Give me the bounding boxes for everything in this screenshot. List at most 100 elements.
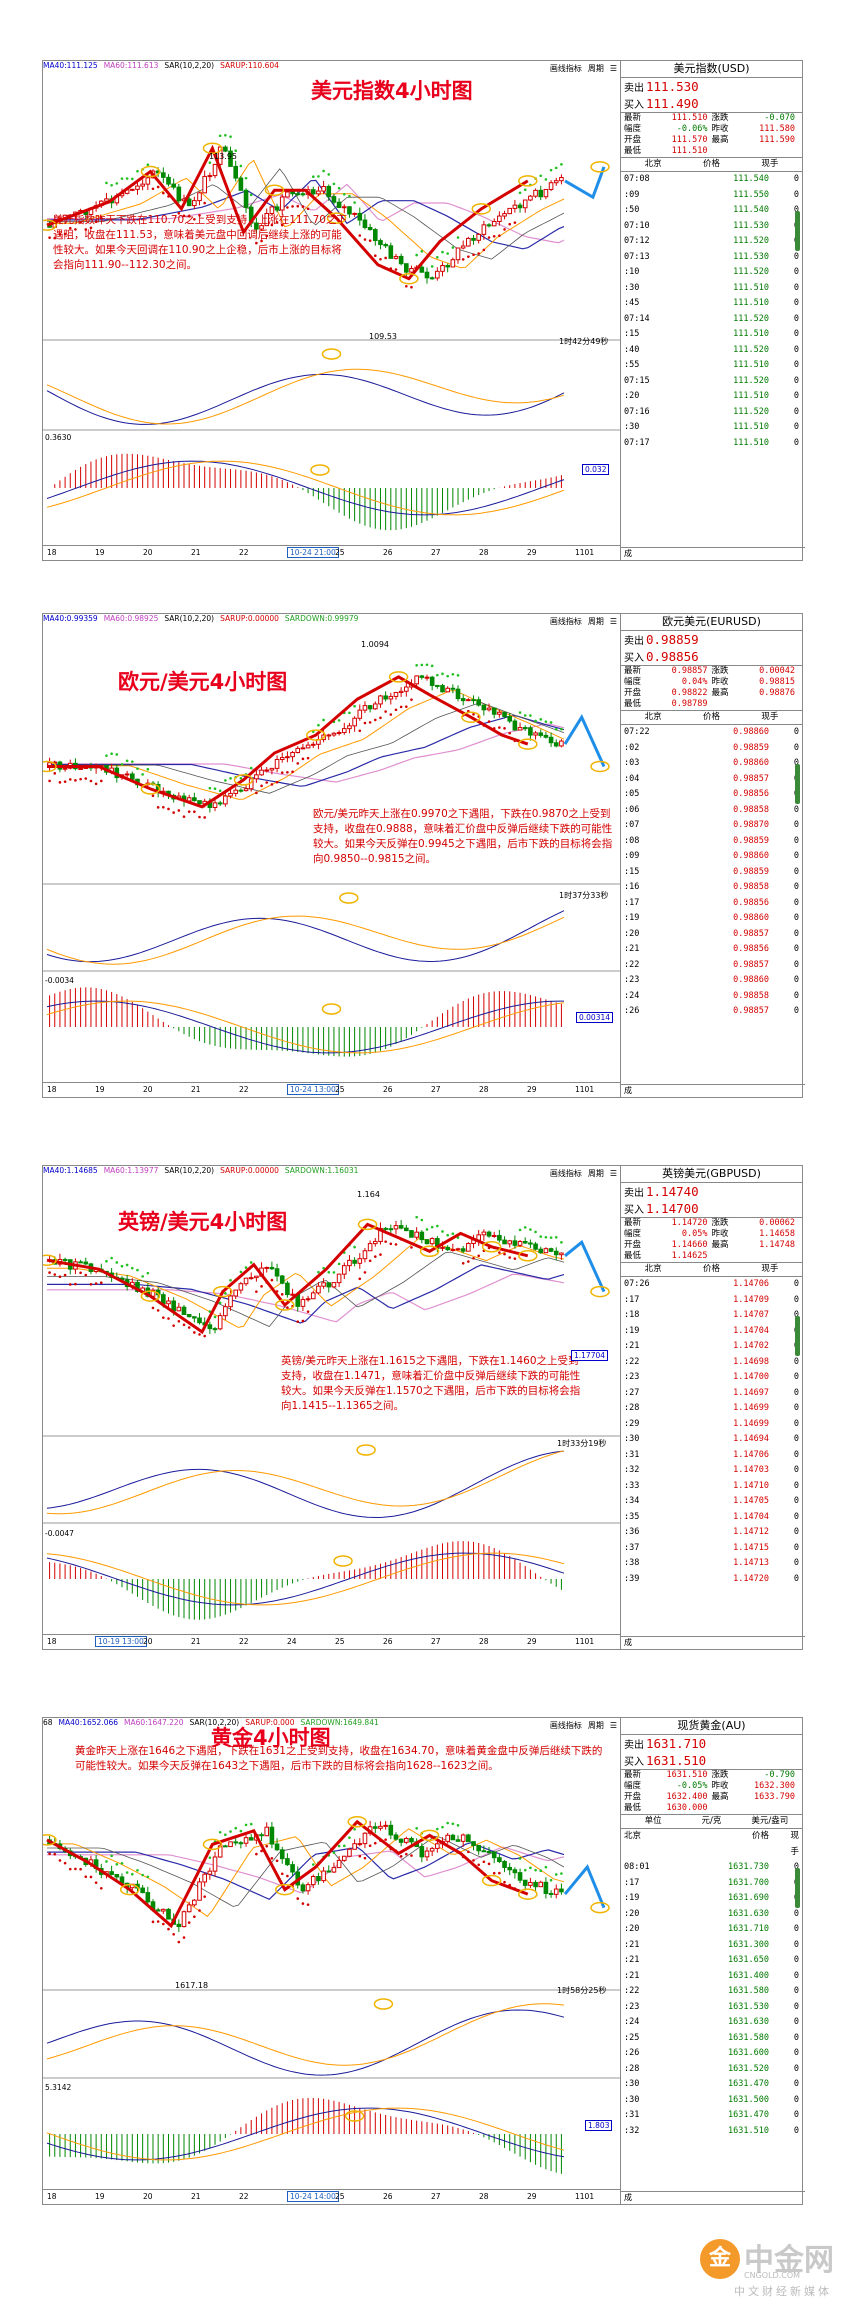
tick-time: 07:15	[624, 375, 650, 386]
pivot-highlight	[461, 711, 481, 723]
candle-body	[186, 1313, 192, 1318]
kline-chart[interactable]: MA40:111.125 MA60:111.613 SAR(10,2,20) SARU…	[43, 61, 621, 560]
sell-price[interactable]: 1631.710	[646, 1736, 707, 1751]
sar-dot	[265, 781, 269, 784]
candle-body	[259, 225, 264, 230]
candle-body	[419, 1846, 425, 1858]
candle-body	[466, 1834, 471, 1843]
tick-row: :45 111.510 0	[621, 296, 802, 312]
macd-dea-line	[46, 1552, 565, 1606]
tick-volume: 0	[793, 2063, 799, 2074]
stat-value	[753, 1251, 799, 1262]
sar-dot	[317, 1270, 320, 1274]
draw-button[interactable]: 画线指标	[549, 64, 582, 73]
sar-dot	[513, 1257, 517, 1260]
trend-line	[46, 144, 529, 281]
tick-volume: 0	[793, 375, 799, 386]
tick-volume: 0	[793, 742, 799, 753]
tick-time: :07	[624, 820, 640, 830]
ma10-line	[47, 1828, 565, 1917]
macd-dif-line	[46, 1000, 564, 1054]
sar-dot	[518, 711, 522, 714]
tick-time: 07:08	[624, 174, 650, 184]
candle-body	[357, 1843, 363, 1846]
sell-price[interactable]: 1.14740	[646, 1184, 699, 1199]
candle-body	[140, 1887, 145, 1894]
tick-time: :32	[624, 1465, 640, 1475]
sar-dot	[436, 1224, 439, 1228]
candle-body	[352, 212, 357, 215]
candle-body	[543, 1881, 549, 1894]
tick-price: 1.14707	[733, 1310, 769, 1320]
pivot-highlight	[481, 1874, 502, 1887]
tick-time: :06	[624, 804, 640, 815]
period-button[interactable]: 周期	[587, 1169, 604, 1178]
buy-label: 买入	[624, 1757, 644, 1768]
period-button[interactable]: 周期	[587, 64, 604, 73]
buy-price[interactable]: 0.98856	[646, 649, 699, 664]
sell-price[interactable]: 0.98859	[646, 632, 699, 647]
sar-dot	[105, 754, 108, 757]
draw-button[interactable]: 画线指标	[549, 617, 582, 626]
kline-chart[interactable]: MA40:1.14685 MA60:1.13977 SAR(10,2,20) SARU…	[43, 1166, 621, 1649]
quote-scrollbar[interactable]	[795, 1868, 800, 1908]
kline-svg	[43, 133, 620, 531]
buy-price[interactable]: 1631.510	[646, 1753, 707, 1768]
sar-dot	[167, 807, 170, 811]
x-tick-label: 10-24 21:00	[287, 547, 339, 558]
tick-row: :02 0.98859 0	[621, 741, 802, 757]
candle-body	[279, 1849, 285, 1860]
tick-price: 111.520	[733, 375, 769, 386]
menu-icon[interactable]: ☰	[609, 64, 617, 73]
tick-volume: 0	[793, 313, 799, 324]
period-button[interactable]: 周期	[587, 1721, 604, 1730]
stat-value: 0.00062	[759, 1218, 795, 1228]
draw-button[interactable]: 画线指标	[549, 1721, 582, 1730]
tick-volume: 0	[793, 1356, 799, 1367]
tick-volume: 0	[793, 959, 799, 970]
sar-dot	[306, 1310, 310, 1313]
tick-row: :20 111.510 0	[621, 389, 802, 405]
sar-dot	[451, 246, 455, 249]
candle-body	[166, 176, 171, 185]
sub-indicator-value: 5.3142	[45, 2083, 72, 2092]
tick-volume: 0	[793, 1465, 799, 1475]
tick-price: 0.98859	[733, 835, 769, 846]
quote-scrollbar[interactable]	[795, 1316, 800, 1356]
menu-icon[interactable]: ☰	[609, 1169, 617, 1178]
sar-dot	[89, 1875, 93, 1879]
menu-icon[interactable]: ☰	[609, 1721, 617, 1730]
chart-toolbar: 画线指标 周期 ☰	[544, 63, 617, 74]
period-button[interactable]: 周期	[587, 617, 604, 626]
tick-time: :18	[624, 1310, 640, 1320]
stat-value: 0.98876	[759, 688, 795, 698]
sell-label: 卖出	[624, 636, 644, 647]
candle-body	[166, 1908, 171, 1920]
buy-label: 买入	[624, 653, 644, 664]
ticks-header-cell: 现手	[761, 1264, 779, 1274]
buy-price[interactable]: 1.14700	[646, 1201, 699, 1216]
indicator-bar: MA40:1.14685 MA60:1.13977 SAR(10,2,20) SARU…	[43, 1166, 364, 1175]
candle-body	[197, 192, 202, 202]
candle-body	[326, 734, 332, 737]
candle-body	[78, 1261, 83, 1264]
kline-chart[interactable]: 68 MA40:1652.066 MA60:1647.220 SAR(10,2,20)…	[43, 1718, 621, 2204]
x-axis: 18 19 20 21 22 10-24 14:00 25 26 27 28 29 1101	[43, 2189, 620, 2204]
low-label: 1617.18	[175, 1981, 209, 1990]
sell-price[interactable]: 111.530	[646, 79, 699, 94]
sar-dot	[131, 760, 134, 763]
draw-button[interactable]: 画线指标	[549, 1169, 582, 1178]
x-tick-label: 28	[479, 548, 489, 557]
sar-dot	[99, 216, 103, 220]
kline-chart[interactable]: MA40:0.99359 MA60:0.98925 SAR(10,2,20) SARU…	[43, 614, 621, 1097]
stats-row: 幅度 0.05% 昨收 1.14658	[624, 1229, 799, 1240]
sar-dot	[74, 1282, 77, 1286]
price-tag: 0.032	[582, 464, 610, 475]
quote-scrollbar[interactable]	[795, 211, 800, 251]
candle-body	[290, 1293, 295, 1296]
quote-scrollbar[interactable]	[795, 764, 800, 804]
menu-icon[interactable]: ☰	[609, 617, 617, 626]
candle-body	[559, 1888, 564, 1893]
buy-price[interactable]: 111.490	[646, 96, 699, 111]
